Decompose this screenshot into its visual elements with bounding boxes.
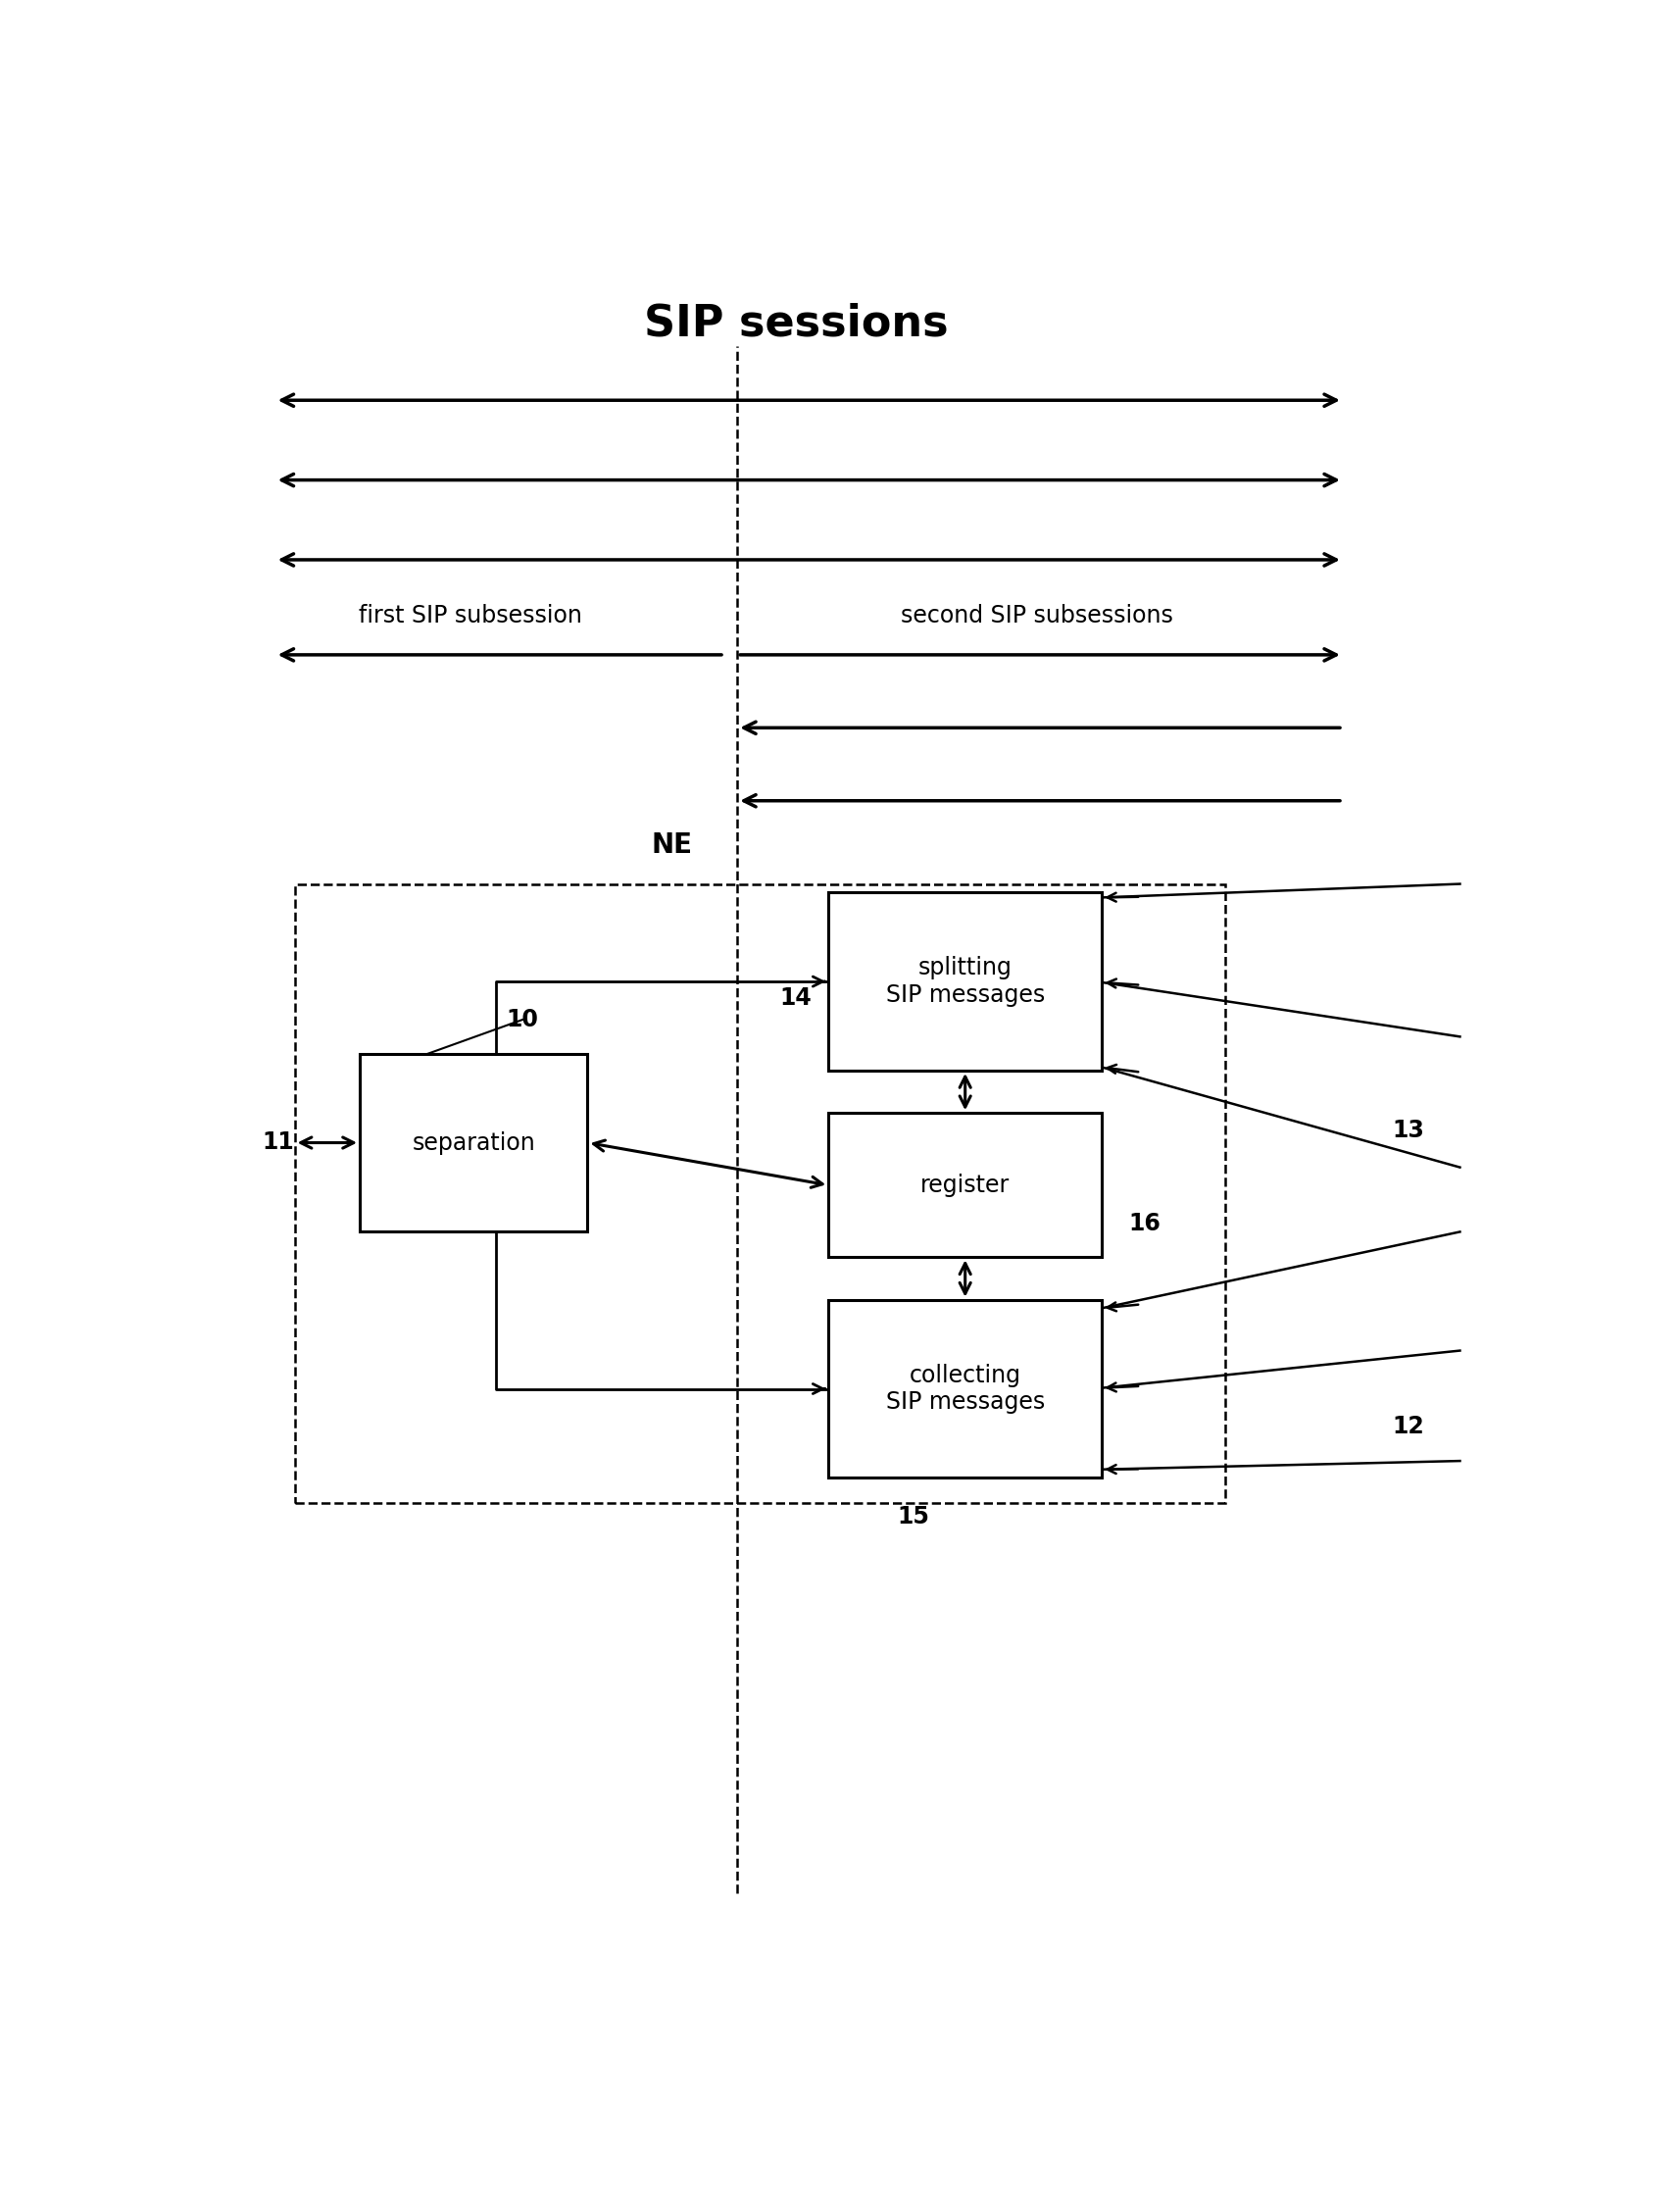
Text: collecting
SIP messages: collecting SIP messages: [885, 1364, 1045, 1415]
Bar: [828, 1113, 1102, 1256]
Text: 11: 11: [262, 1131, 294, 1153]
Text: 12: 12: [1391, 1415, 1425, 1439]
Text: 16: 16: [1129, 1212, 1161, 1234]
Bar: [294, 884, 1226, 1503]
Text: 10: 10: [506, 1007, 539, 1031]
Bar: [828, 893, 1102, 1071]
Text: 14: 14: [780, 985, 811, 1009]
Text: separation: separation: [412, 1131, 536, 1155]
Text: SIP sessions: SIP sessions: [643, 302, 948, 346]
Text: second SIP subsessions: second SIP subsessions: [900, 604, 1173, 628]
Bar: [828, 1300, 1102, 1479]
Text: splitting
SIP messages: splitting SIP messages: [885, 957, 1045, 1007]
Text: 13: 13: [1391, 1117, 1425, 1142]
Text: NE: NE: [652, 831, 692, 860]
Text: first SIP subsession: first SIP subsession: [360, 604, 581, 628]
Text: 15: 15: [897, 1505, 929, 1530]
Text: register: register: [921, 1173, 1010, 1197]
Bar: [360, 1054, 588, 1232]
